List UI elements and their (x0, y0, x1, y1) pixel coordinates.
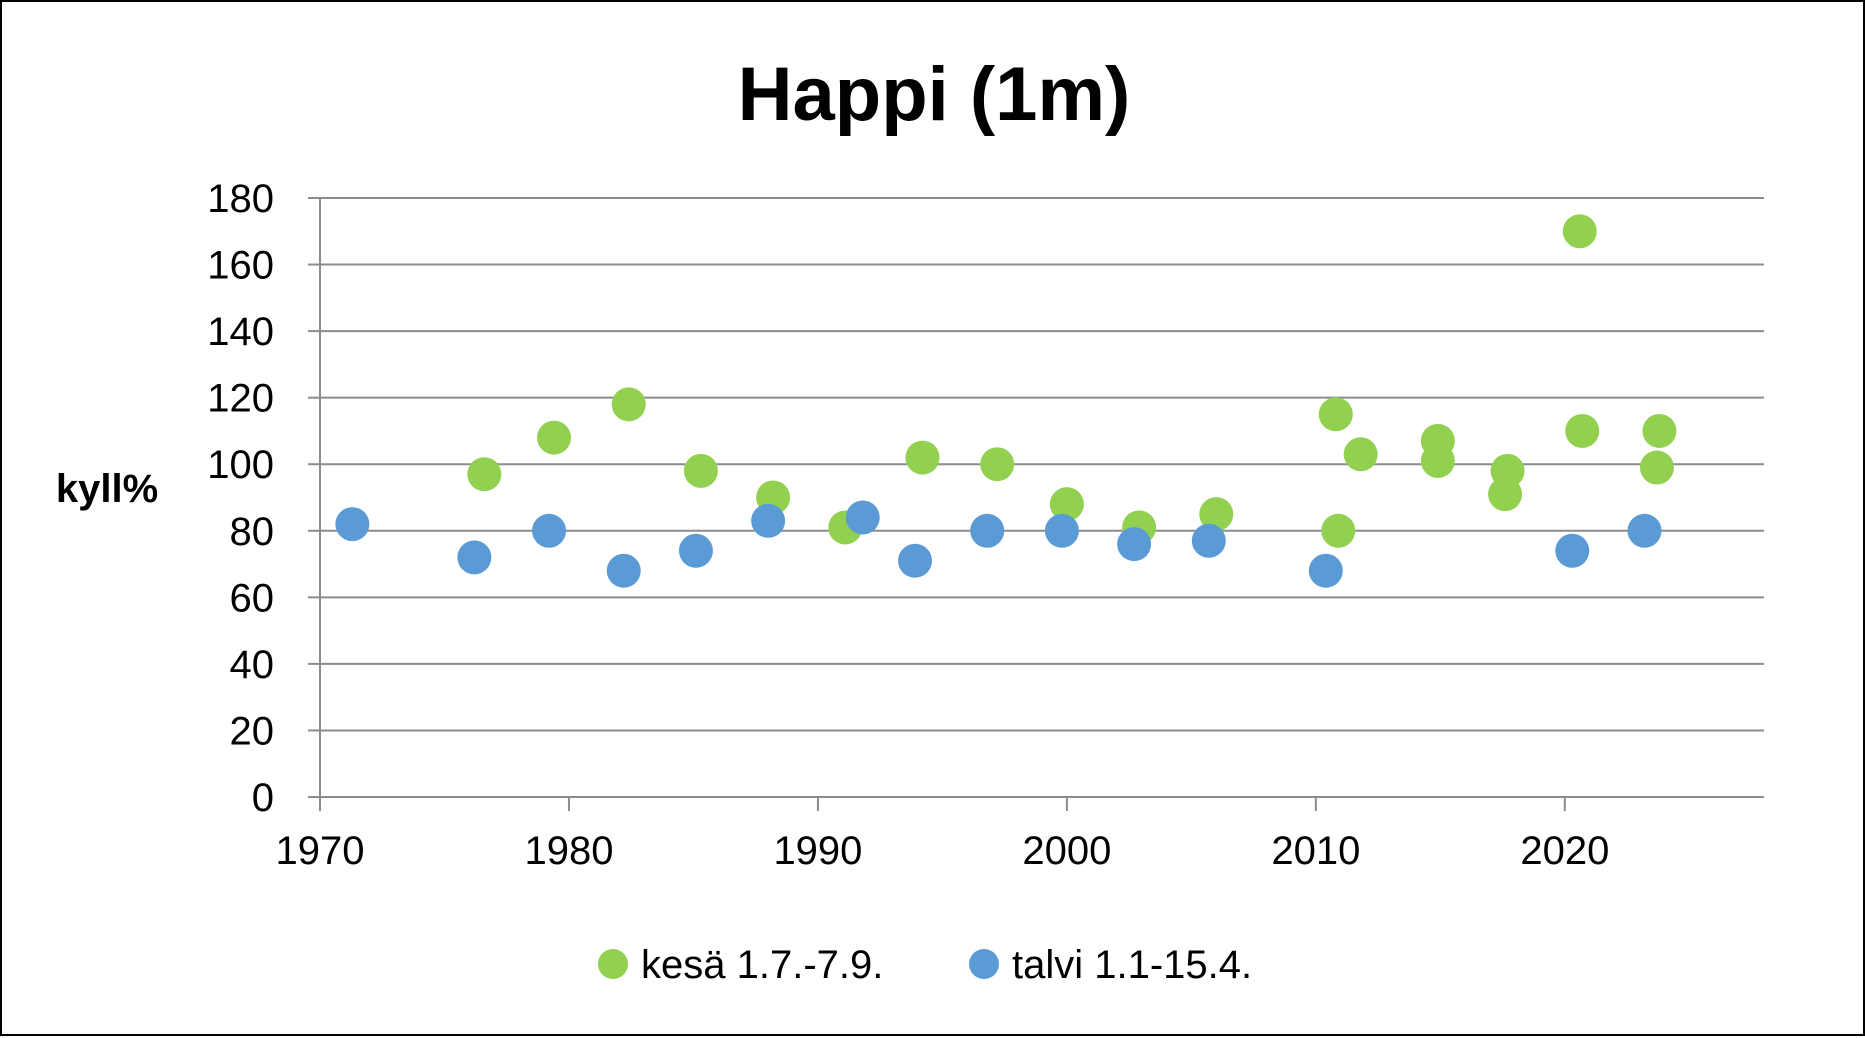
y-tick-label: 120 (207, 377, 274, 421)
gridlines (320, 197, 1764, 732)
point-talvi (457, 540, 492, 575)
legend-label: talvi 1.1-15.4. (1012, 943, 1252, 987)
x-tick-labels: 1970 1980 1990 2000 2010 2020 (276, 829, 1610, 873)
point-talvi (1555, 533, 1590, 568)
point-kesa (1642, 413, 1677, 448)
point-kesa (980, 447, 1015, 482)
axes (308, 197, 1764, 811)
y-tick-label: 160 (207, 244, 274, 288)
point-talvi (1191, 523, 1226, 558)
point-kesa (1318, 397, 1353, 432)
point-talvi (532, 513, 567, 548)
y-tick-label: 60 (230, 576, 275, 620)
point-talvi (1627, 513, 1662, 548)
y-tick-label: 20 (230, 709, 275, 753)
point-kesa (683, 453, 718, 488)
point-kesa (1420, 443, 1455, 478)
point-talvi (845, 500, 880, 535)
x-tick-label: 2020 (1520, 829, 1609, 873)
legend-label: kesä 1.7.-7.9. (641, 943, 883, 987)
x-tick-label: 1970 (276, 829, 365, 873)
y-tick-labels: 0 20 40 60 80 100 120 140 160 180 (207, 177, 274, 820)
point-talvi (606, 553, 641, 588)
point-talvi (335, 507, 370, 542)
point-talvi (1117, 527, 1152, 562)
x-tick-label: 1990 (773, 829, 862, 873)
y-tick-label: 80 (230, 510, 275, 554)
point-kesa (1488, 477, 1523, 512)
point-talvi (970, 513, 1005, 548)
y-tick-label: 180 (207, 177, 274, 221)
y-tick-label: 0 (252, 776, 274, 820)
point-kesa (1639, 450, 1674, 485)
point-kesa (537, 420, 572, 455)
data-points (335, 214, 1677, 588)
point-kesa (467, 457, 502, 492)
point-kesa (905, 440, 940, 475)
point-kesa (611, 387, 646, 422)
x-tick-label: 2000 (1022, 829, 1111, 873)
point-talvi (898, 543, 933, 578)
y-tick-label: 140 (207, 310, 274, 354)
y-tick-label: 100 (207, 443, 274, 487)
chart-title: Happi (1m) (738, 52, 1131, 137)
point-kesa (1343, 437, 1378, 472)
point-talvi (678, 533, 713, 568)
x-tick-label: 2010 (1271, 829, 1360, 873)
point-talvi (1308, 553, 1343, 588)
point-talvi (1044, 513, 1079, 548)
point-kesa (1321, 513, 1356, 548)
point-kesa (1565, 413, 1600, 448)
legend-marker (598, 949, 628, 979)
legend: kesä 1.7.-7.9. talvi 1.1-15.4. (598, 943, 1252, 987)
point-kesa (1199, 497, 1234, 532)
x-tick-label: 1980 (524, 829, 613, 873)
y-tick-label: 40 (230, 643, 275, 687)
point-kesa (1049, 487, 1084, 522)
legend-marker (969, 949, 999, 979)
point-kesa (1562, 214, 1597, 249)
point-talvi (751, 503, 786, 538)
y-axis-label: kyll% (56, 467, 158, 511)
